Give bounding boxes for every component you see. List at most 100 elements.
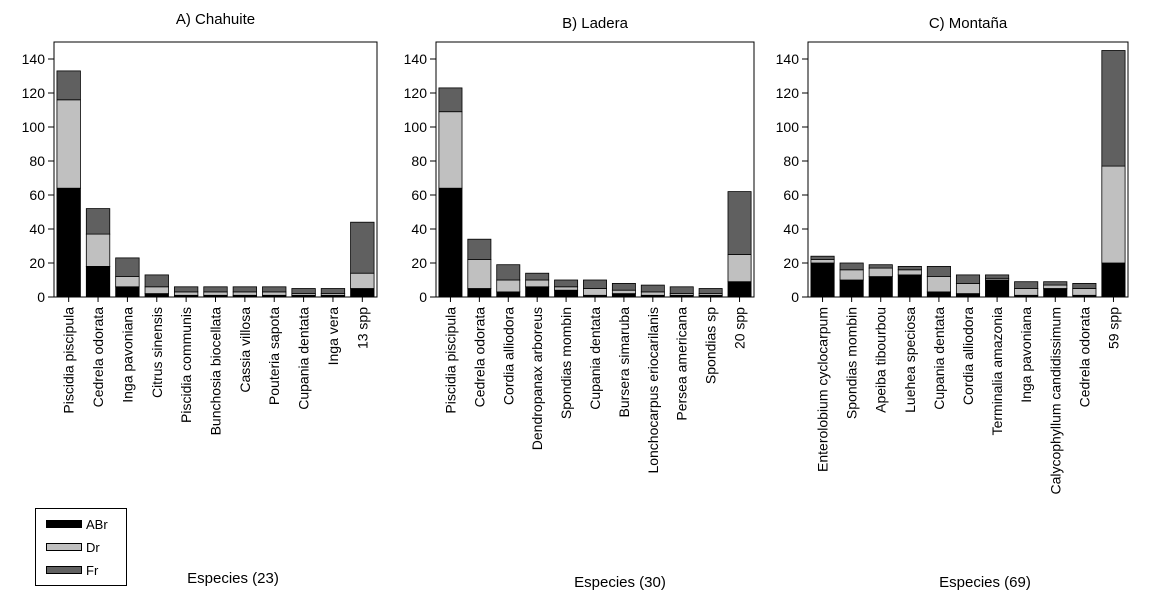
bar-segment-dr <box>554 286 579 291</box>
bar-segment-dr <box>897 269 922 276</box>
bar-segment-dr <box>727 254 752 283</box>
x-tick-label: Cupania dentata <box>296 307 312 410</box>
x-tick-label: Cedrela odorata <box>90 307 106 408</box>
y-tick-label: 100 <box>404 119 428 135</box>
bar-segment-dr <box>262 291 287 296</box>
plot-frame <box>807 41 1129 298</box>
legend-swatch-fr <box>46 566 82 574</box>
y-tick-label: 80 <box>783 153 799 169</box>
bar-segment-dr <box>868 267 893 278</box>
x-tick-label: Luehea speciosa <box>902 307 918 413</box>
y-tick-label: 20 <box>29 255 45 271</box>
y-tick-label: 140 <box>776 51 800 67</box>
bar-segment-abr <box>1101 262 1126 298</box>
legend-label-abr: ABr <box>86 516 108 532</box>
y-tick-label: 20 <box>411 255 427 271</box>
x-tick-label: 13 spp <box>354 307 370 349</box>
y-tick-label: 120 <box>22 85 46 101</box>
bar-segment-dr <box>1072 288 1097 296</box>
bar-segment-dr <box>144 286 169 294</box>
y-tick-label: 120 <box>776 85 800 101</box>
bar-segment-dr <box>85 233 111 267</box>
bar-segment-fr <box>554 279 579 288</box>
bar-segment-fr <box>85 208 111 235</box>
bar-segment-dr <box>810 259 835 264</box>
bar-segment-abr <box>56 187 81 298</box>
x-tick-label: 59 spp <box>1105 307 1121 349</box>
bar-segment-abr <box>496 291 521 298</box>
bar-segment-fr <box>203 286 228 293</box>
bar-segment-abr <box>438 187 463 298</box>
y-tick-label: 100 <box>22 119 46 135</box>
x-tick-label: Persea americana <box>674 307 690 421</box>
bar-segment-abr <box>554 289 579 298</box>
bar-segment-dr <box>1014 288 1039 296</box>
bar-segment-dr <box>496 279 521 293</box>
y-tick-label: 80 <box>29 153 45 169</box>
y-tick-label: 120 <box>404 85 428 101</box>
bar-segment-dr <box>525 279 550 288</box>
bar-segment-dr <box>115 276 140 288</box>
x-tick-label: Bursera simaruba <box>616 307 632 418</box>
bar-segment-abr <box>144 293 169 298</box>
x-axis-label: Especies (69) <box>939 574 1031 591</box>
bar-segment-fr <box>232 286 258 293</box>
y-tick-label: 40 <box>29 221 45 237</box>
bar-segment-dr <box>839 269 864 281</box>
bar-segment-fr <box>583 279 607 289</box>
bar-segment-fr <box>985 274 1010 279</box>
chart-title: A) Chahuite <box>176 11 255 28</box>
bar-segment-abr <box>926 291 951 298</box>
x-tick-label: Cupania dentata <box>587 307 603 410</box>
x-tick-label: Inga pavoniana <box>1018 307 1034 403</box>
bar-segment-dr <box>232 291 258 296</box>
x-tick-label: Inga vera <box>325 307 341 366</box>
y-tick-label: 20 <box>783 255 799 271</box>
bar-segment-fr <box>438 87 463 113</box>
bar-segment-fr <box>525 272 550 281</box>
bar-segment-fr <box>320 288 346 294</box>
bar-segment-fr <box>839 262 864 271</box>
bar-segment-dr <box>467 259 492 289</box>
bar-segment-abr <box>611 293 636 298</box>
x-tick-label: Cordia alliodora <box>500 307 516 405</box>
bar-segment-dr <box>955 282 981 294</box>
plot-frame <box>53 41 378 298</box>
x-tick-label: Inga pavoniana <box>119 307 135 403</box>
chart-title: C) Montaña <box>929 15 1008 32</box>
x-tick-label: Piscidia communis <box>178 307 194 423</box>
y-tick-label: 40 <box>411 221 427 237</box>
bar-segment-dr <box>438 111 463 189</box>
y-tick-label: 0 <box>37 289 45 305</box>
bar-segment-fr <box>173 286 199 293</box>
legend-item-fr: Fr <box>46 561 98 579</box>
bar-segment-dr <box>173 291 199 296</box>
x-tick-label: Spondias mombin <box>558 307 574 419</box>
bar-segment-abr <box>897 274 922 298</box>
bar-segment-dr <box>611 289 636 295</box>
bar-segment-dr <box>1101 165 1126 264</box>
x-tick-label: Pouteria sapota <box>266 307 282 405</box>
bar-segment-fr <box>144 274 169 288</box>
legend-item-dr: Dr <box>46 538 100 556</box>
x-tick-label: Cassia villosa <box>237 307 253 393</box>
legend-label-fr: Fr <box>86 562 99 578</box>
bar-segment-fr <box>955 274 981 284</box>
bar-segment-dr <box>640 291 665 296</box>
bar-segment-fr <box>897 265 922 271</box>
y-tick-label: 140 <box>404 51 428 67</box>
x-tick-label: Enterolobium cyclocarpum <box>815 307 831 472</box>
bar-segment-fr <box>291 288 316 294</box>
bar-segment-abr <box>868 276 893 298</box>
x-tick-label: Piscidia piscipula <box>61 307 77 414</box>
plot-frame <box>435 41 755 298</box>
bar-segment-fr <box>1014 281 1039 289</box>
bar-segment-abr <box>525 286 550 298</box>
bar-segment-dr <box>583 288 607 296</box>
x-axis-label: Especies (23) <box>187 570 279 587</box>
x-tick-label: Calycophyllum candidissimum <box>1047 307 1063 495</box>
x-tick-label: Piscidia piscipula <box>442 307 458 414</box>
bar-segment-abr <box>467 288 492 298</box>
bar-segment-dr <box>203 291 228 296</box>
